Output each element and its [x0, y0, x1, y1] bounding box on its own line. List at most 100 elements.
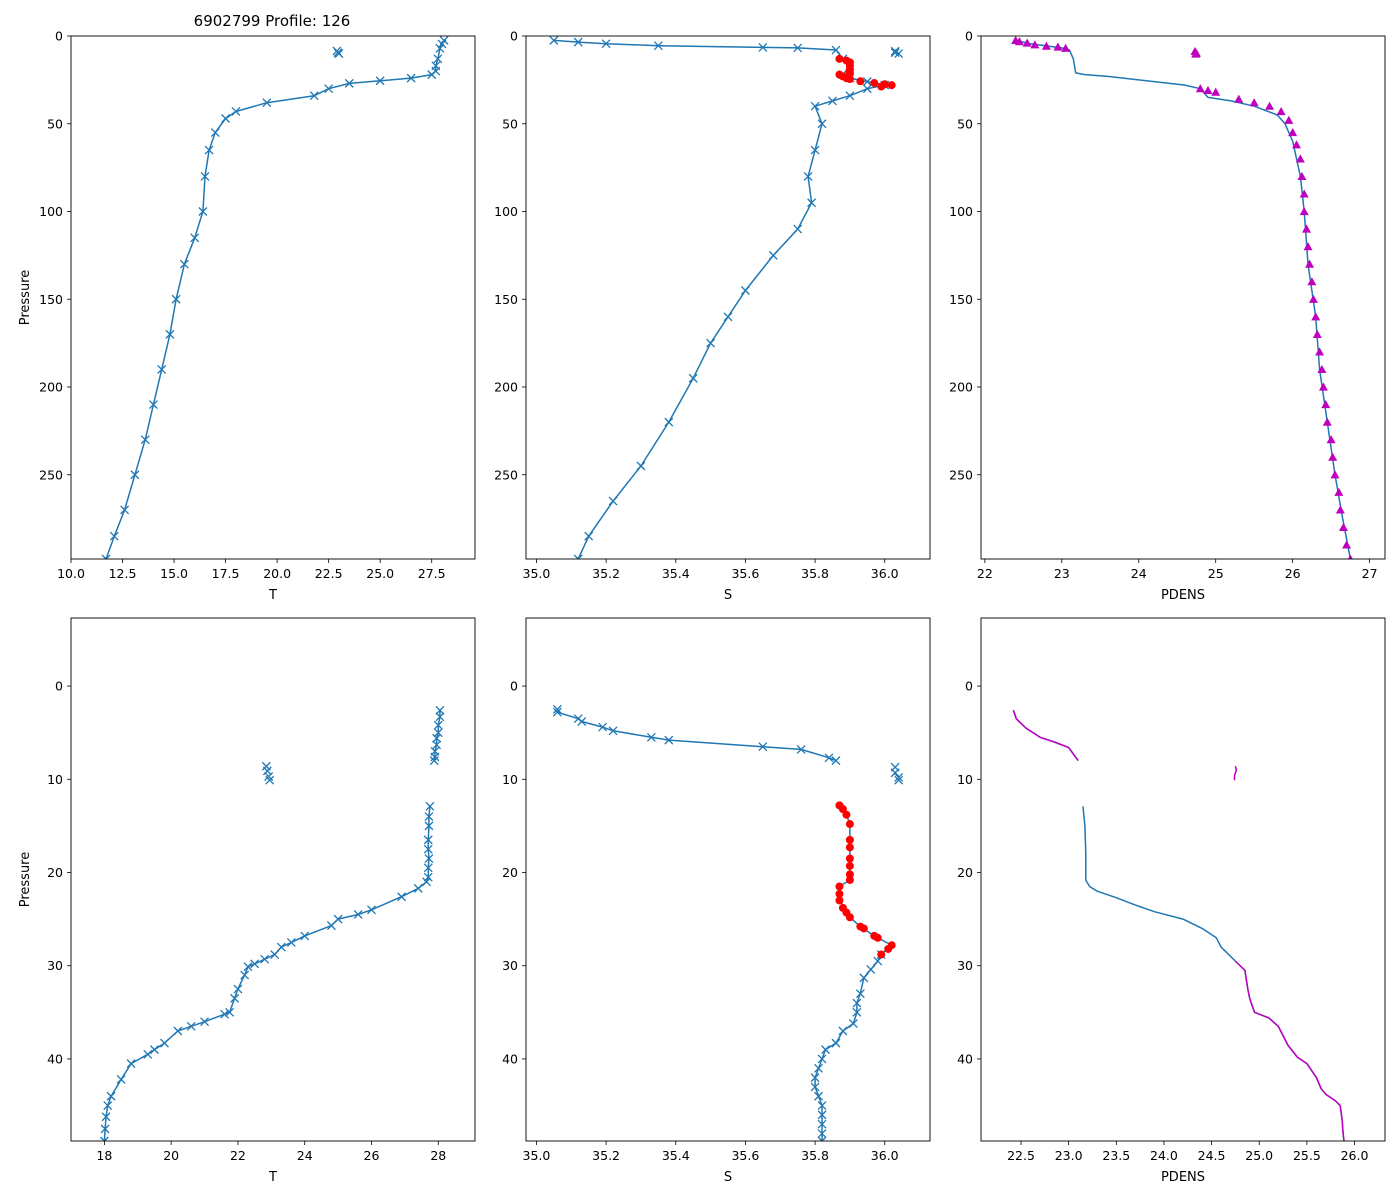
x-marker — [432, 740, 442, 750]
x-marker — [577, 717, 587, 726]
x-marker — [100, 1124, 110, 1134]
triangle-marker — [1292, 140, 1302, 149]
x-marker — [424, 812, 434, 822]
subplot-top-salinity: 35.0 35.2 35.4 35.6 35.8 36.0 0 50 100 150 200 250 S — [494, 29, 931, 603]
x-marker — [157, 364, 167, 374]
x-marker — [584, 531, 594, 541]
x-tick-label: 25 — [1208, 566, 1224, 581]
y-tick-label: 20 — [957, 865, 973, 880]
x-marker — [573, 37, 583, 47]
x-marker — [367, 905, 376, 915]
x-marker — [432, 733, 442, 743]
x-marker — [894, 775, 904, 785]
triangle-marker — [1203, 85, 1213, 95]
x-tick-label: 35.2 — [592, 1148, 620, 1163]
x-tick-label: 35.8 — [801, 1148, 829, 1163]
axes-frame — [70, 617, 476, 1142]
x-marker — [200, 1017, 210, 1027]
x-tick-label: 24.5 — [1198, 1148, 1226, 1163]
x-marker — [240, 970, 250, 980]
y-tick-label: 30 — [957, 958, 973, 973]
x-marker — [109, 531, 119, 541]
plot-area — [552, 704, 904, 1141]
x-marker — [831, 1038, 841, 1048]
x-marker — [103, 1101, 113, 1111]
x-tick-label: 35.8 — [801, 566, 829, 581]
x-marker — [608, 726, 618, 736]
x-marker — [344, 78, 354, 88]
y-tick-label: 0 — [510, 29, 518, 44]
triangle-marker — [1322, 417, 1332, 426]
subplot-bottom-temperature: 18 20 22 24 26 28 0 10 20 30 40 T Pressure — [18, 617, 476, 1185]
x-marker — [810, 145, 820, 155]
x-marker — [126, 1059, 136, 1069]
triangle-marker — [1328, 452, 1338, 461]
x-marker — [148, 400, 158, 410]
x-marker — [309, 91, 319, 101]
x-marker — [120, 505, 130, 515]
x-tick-label: 22 — [230, 1148, 246, 1163]
x-marker — [427, 70, 437, 80]
x-marker — [262, 766, 272, 776]
x-tick-label: 22.5 — [315, 566, 343, 581]
y-tick-label: 100 — [949, 204, 973, 219]
x-marker — [646, 732, 656, 742]
y-tick-label: 40 — [47, 1051, 63, 1066]
x-marker — [101, 1112, 111, 1122]
x-marker — [852, 1007, 862, 1017]
plot-area — [549, 36, 904, 559]
series-line — [1234, 960, 1345, 1141]
triangle-marker — [1335, 505, 1345, 514]
y-tick-label: 50 — [47, 116, 63, 131]
flag-marker — [835, 882, 844, 891]
y-tick-label: 10 — [502, 772, 518, 787]
series-line — [1012, 710, 1079, 762]
y-tick-label: 30 — [502, 958, 518, 973]
x-marker — [423, 863, 433, 873]
x-marker — [260, 954, 270, 964]
x-marker — [190, 233, 200, 243]
triangle-marker — [1326, 435, 1336, 444]
flag-marker — [856, 77, 865, 86]
plot-area — [1012, 710, 1345, 1141]
x-marker — [758, 42, 768, 52]
x-marker — [300, 931, 310, 941]
triangle-marker — [1234, 94, 1244, 103]
x-tick-label: 18 — [96, 1148, 112, 1163]
x-tick-label: 23.5 — [1102, 1148, 1130, 1163]
y-tick-label: 100 — [39, 204, 63, 219]
x-marker — [262, 98, 272, 108]
triangle-marker — [1338, 522, 1348, 532]
axes-frame — [525, 617, 931, 1142]
x-marker — [549, 36, 559, 45]
x-tick-label: 35.0 — [523, 566, 551, 581]
x-marker — [423, 844, 433, 854]
triangle-marker — [1305, 259, 1315, 268]
x-marker — [437, 39, 447, 49]
series-line — [103, 806, 431, 1141]
x-marker — [233, 984, 243, 994]
x-tick-label: 20 — [163, 1148, 179, 1163]
x-marker — [173, 1026, 183, 1036]
x-tick-label: 35.6 — [731, 566, 759, 581]
x-tick-label: 23 — [1054, 566, 1070, 581]
x-marker — [740, 286, 750, 295]
series-line — [1015, 39, 1352, 559]
flag-marker — [877, 82, 886, 91]
y-tick-label: 50 — [957, 116, 973, 131]
x-marker — [817, 1129, 827, 1138]
x-marker — [664, 417, 674, 427]
triangle-marker — [1299, 207, 1309, 216]
series-line — [1082, 806, 1345, 1141]
triangle-marker — [1249, 98, 1259, 107]
x-marker — [106, 1091, 116, 1101]
x-marker — [706, 338, 716, 348]
flag-marker — [835, 54, 844, 63]
triangle-marker — [1053, 42, 1063, 51]
flag-marker — [877, 950, 886, 959]
x-marker — [160, 1038, 169, 1048]
x-tick-label: 27.5 — [418, 566, 446, 581]
y-tick-label: 10 — [47, 772, 63, 787]
x-marker — [664, 735, 674, 745]
x-marker — [817, 1119, 827, 1129]
